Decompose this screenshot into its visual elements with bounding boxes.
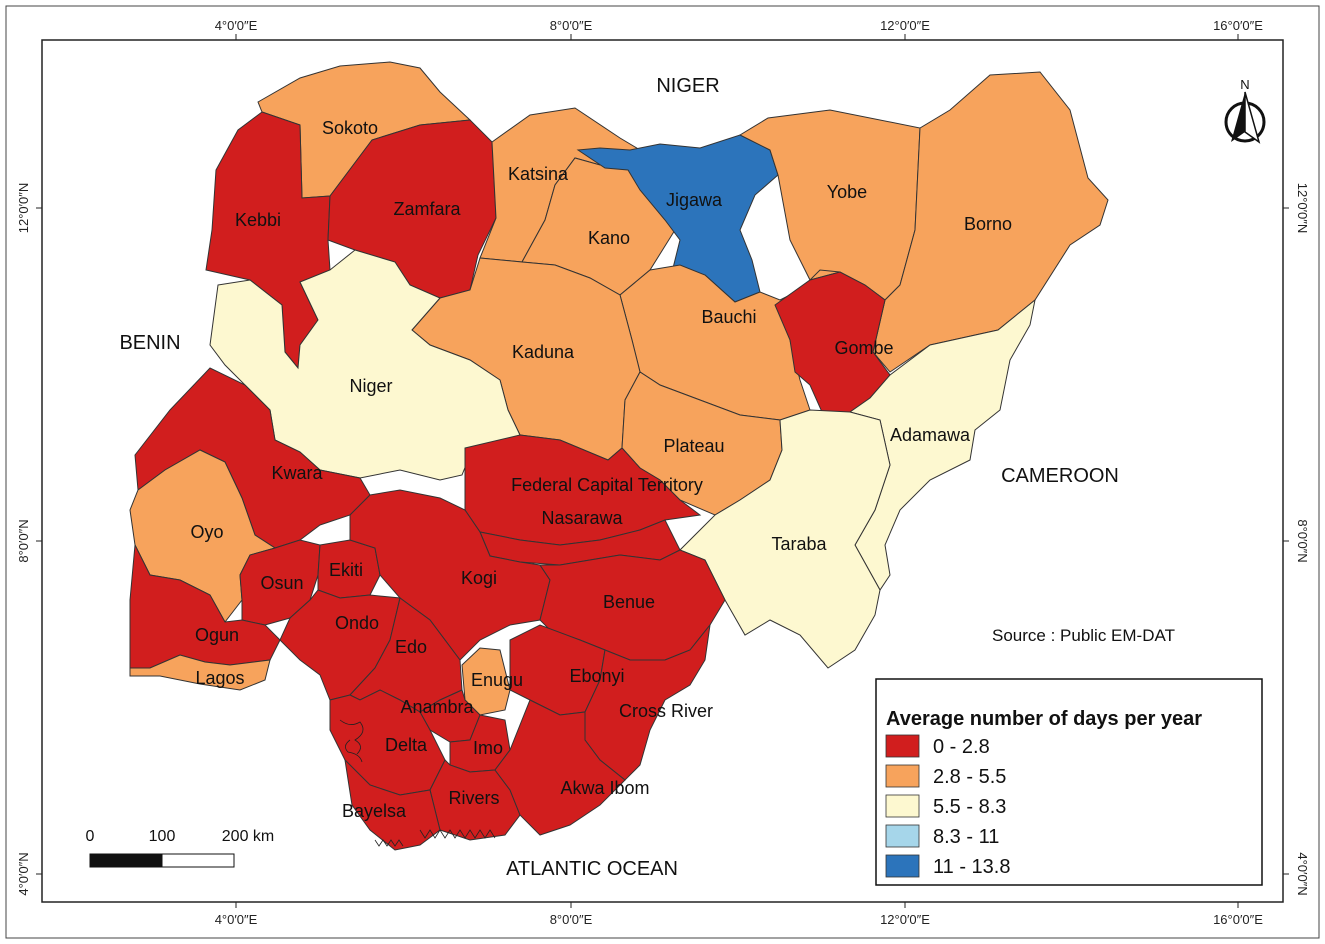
lon-label-bottom: 12°0′0″E [880, 912, 930, 927]
label-fct: Federal Capital Territory [511, 475, 703, 495]
label-osun: Osun [260, 573, 303, 593]
label-country-niger: NIGER [656, 75, 719, 97]
label-ogun: Ogun [195, 625, 239, 645]
state-lagos[interactable] [129, 654, 271, 691]
north-arrow-label: N [1240, 77, 1249, 92]
state-borno[interactable] [872, 71, 1109, 373]
lon-label-bottom: 16°0′0″E [1213, 912, 1263, 927]
legend-swatch-3 [885, 824, 920, 848]
label-kwara: Kwara [271, 463, 323, 483]
lat-label-left: 12°0′0″N [16, 183, 31, 234]
label-ebonyi: Ebonyi [569, 666, 624, 686]
label-yobe: Yobe [827, 182, 867, 202]
label-niger: Niger [349, 376, 392, 396]
source-note: Source : Public EM-DAT [992, 626, 1175, 645]
label-kebbi: Kebbi [235, 210, 281, 230]
label-atlantic-ocean: ATLANTIC OCEAN [506, 858, 678, 880]
legend-label-3: 8.3 - 11 [933, 826, 999, 848]
north-arrow-icon: N [1224, 77, 1266, 144]
lat-label-right: 8°0′0″N [1295, 519, 1310, 562]
scale-bar: 0 100 200 km [86, 828, 274, 868]
label-kogi: Kogi [461, 568, 497, 588]
state-osun[interactable] [239, 539, 321, 626]
label-nasarawa: Nasarawa [541, 508, 623, 528]
lon-label-bottom: 8°0′0″E [550, 912, 593, 927]
lat-label-right: 4°0′0″N [1295, 852, 1310, 895]
scale-label-0: 0 [86, 828, 95, 845]
state-jigawa[interactable] [576, 134, 779, 303]
label-ekiti: Ekiti [329, 560, 363, 580]
label-imo: Imo [473, 738, 503, 758]
legend-swatch-1 [885, 764, 920, 788]
scale-label-100: 100 [149, 828, 176, 845]
lon-label-bottom: 4°0′0″E [215, 912, 258, 927]
state-akwa-ibom[interactable] [494, 699, 626, 836]
label-benue: Benue [603, 592, 655, 612]
label-gombe: Gombe [834, 338, 893, 358]
label-adamawa: Adamawa [890, 425, 971, 445]
label-jigawa: Jigawa [666, 190, 723, 210]
legend-swatch-4 [885, 854, 920, 878]
label-country-benin: BENIN [119, 332, 180, 354]
legend-swatch-0 [885, 734, 920, 758]
lon-label-top: 8°0′0″E [550, 18, 593, 33]
scale-label-200: 200 km [222, 828, 274, 845]
legend-box [875, 678, 1263, 886]
label-delta: Delta [385, 735, 428, 755]
label-ondo: Ondo [335, 613, 379, 633]
legend-label-0: 0 - 2.8 [933, 736, 990, 758]
label-zamfara: Zamfara [393, 199, 461, 219]
label-akwa-ibom: Akwa Ibom [560, 778, 649, 798]
label-plateau: Plateau [663, 436, 724, 456]
lon-label-top: 4°0′0″E [215, 18, 258, 33]
label-katsina: Katsina [508, 164, 569, 184]
scale-segment-white [161, 853, 235, 868]
scale-segment-black [89, 853, 163, 868]
lat-label-right: 12°0′0″N [1295, 183, 1310, 234]
state-labels: Sokoto Kebbi Zamfara Katsina Kano Jigawa… [190, 118, 1012, 821]
label-taraba: Taraba [771, 534, 827, 554]
states-layer [129, 61, 1109, 851]
label-bauchi: Bauchi [701, 307, 756, 327]
map-outer-frame [5, 5, 1320, 939]
label-country-cameroon: CAMEROON [1001, 465, 1119, 487]
legend-label-2: 5.5 - 8.3 [933, 796, 1006, 818]
label-rivers: Rivers [448, 788, 499, 808]
label-lagos: Lagos [195, 668, 244, 688]
label-cross-river: Cross River [619, 701, 713, 721]
label-kano: Kano [588, 228, 630, 248]
label-kaduna: Kaduna [512, 342, 575, 362]
state-taraba[interactable] [679, 409, 891, 669]
legend-label-4: 11 - 13.8 [933, 856, 1010, 878]
legend-label-1: 2.8 - 5.5 [933, 766, 1006, 788]
legend-title: Average number of days per year [886, 708, 1202, 730]
lat-label-left: 4°0′0″N [16, 852, 31, 895]
state-bayelsa[interactable] [344, 758, 441, 851]
label-oyo: Oyo [190, 522, 223, 542]
lat-label-left: 8°0′0″N [16, 519, 31, 562]
label-borno: Borno [964, 214, 1012, 234]
label-enugu: Enugu [471, 670, 523, 690]
legend-swatch-2 [885, 794, 920, 818]
coastal-creeks [339, 719, 496, 847]
label-edo: Edo [395, 637, 427, 657]
graticule-ticks [36, 34, 1289, 908]
label-bayelsa: Bayelsa [342, 801, 407, 821]
label-sokoto: Sokoto [322, 118, 378, 138]
lon-label-top: 16°0′0″E [1213, 18, 1263, 33]
lon-label-top: 12°0′0″E [880, 18, 930, 33]
legend: Average number of days per year 0 - 2.8 … [875, 678, 1263, 886]
label-anambra: Anambra [400, 697, 474, 717]
